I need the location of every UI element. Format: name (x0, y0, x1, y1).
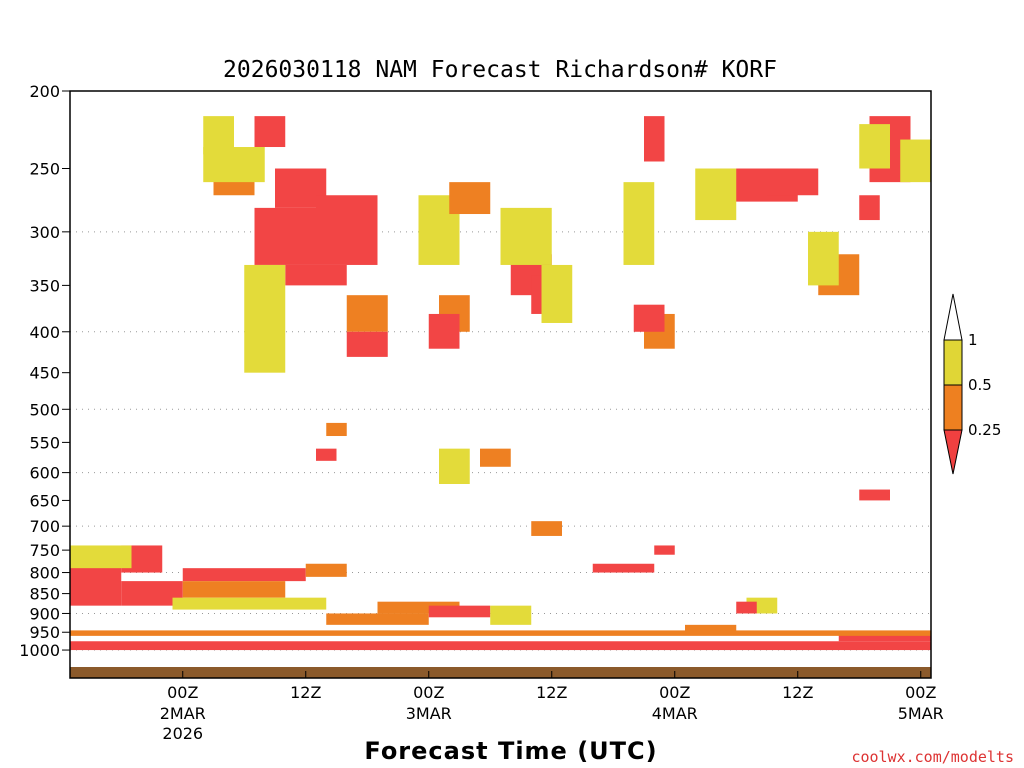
ground-surface-bar (70, 667, 931, 678)
heatmap-cell-7 (203, 116, 234, 155)
heatmap-cell-19 (644, 116, 665, 162)
y-tick-label-900: 900 (29, 604, 60, 623)
y-tick-label-600: 600 (29, 464, 60, 483)
x-tick-label-2: 00Z (413, 683, 444, 702)
x-tick-label-5: 12Z (782, 683, 813, 702)
heatmap-cell-46 (377, 601, 460, 614)
heatmap-cell-3 (285, 264, 347, 286)
heatmap-cell-45 (326, 613, 429, 625)
heatmap-cell-35 (439, 448, 470, 485)
y-tick-label-650: 650 (29, 491, 60, 510)
x-tick-label-1: 12Z (290, 683, 321, 702)
heatmap-cell-20 (623, 182, 655, 265)
y-tick-label-750: 750 (29, 541, 60, 560)
heatmap-cell-14 (428, 313, 460, 349)
heatmap-cell-36 (859, 489, 890, 501)
y-tick-label-850: 850 (29, 585, 60, 604)
chart-title: 2026030118 NAM Forecast Richardson# KORF (223, 57, 777, 83)
y-tick-label-300: 300 (29, 223, 60, 242)
heatmap-cell-33 (326, 422, 347, 437)
heatmap-cell-54 (685, 624, 737, 633)
y-tick-label-200: 200 (29, 82, 60, 101)
heatmap-cell-18 (541, 264, 573, 323)
y-tick-label-350: 350 (29, 276, 60, 295)
heatmap-cell-57 (70, 630, 931, 636)
x-tick-label-3: 12Z (536, 683, 567, 702)
x-date-label-4: 4MAR (652, 704, 698, 723)
heatmap-cell-44 (305, 563, 347, 577)
heatmap-cell-31 (900, 139, 931, 183)
y-axis: 200 250 300 350 400 450 500 550 600 650 700 750 800 8… (19, 82, 70, 660)
heatmap-cell-8 (244, 264, 286, 373)
legend-bin-1 (943, 384, 963, 431)
heatmap-cell-56 (70, 641, 931, 651)
y-tick-label-950: 950 (29, 623, 60, 642)
heatmap-cell-0 (254, 207, 316, 265)
heatmap-cell-24 (695, 168, 737, 221)
heatmap-cell-42 (182, 581, 286, 598)
x-date-label-2: 3MAR (406, 704, 452, 723)
heatmap-cell-51 (531, 521, 562, 536)
heatmap-cell-16 (500, 207, 552, 265)
y-tick-label-400: 400 (29, 323, 60, 342)
heatmap-cell-49 (654, 545, 675, 555)
heatmap-cell-50 (592, 563, 655, 573)
heatmap-cell-29 (859, 124, 890, 169)
x-date-label-6: 5MAR (898, 704, 944, 723)
legend-bin-0 (943, 339, 963, 386)
heatmap-cell-55 (838, 632, 931, 642)
x-tick-label-6: 00Z (905, 683, 936, 702)
legend-label-1: 0.5 (968, 376, 992, 394)
heatmap-cell-4 (254, 116, 286, 148)
y-tick-label-500: 500 (29, 400, 60, 419)
credit-text: coolwx.com/modelts (851, 748, 1014, 766)
heatmap-cell-41 (182, 568, 306, 582)
heatmap-cell-53 (736, 601, 757, 614)
y-tick-label-550: 550 (29, 433, 60, 452)
heatmap-cell-48 (490, 605, 532, 625)
heatmap-cell-47 (428, 605, 491, 618)
heatmap-cell-10 (346, 331, 388, 357)
heatmap-cell-27 (808, 231, 839, 286)
heatmap-cell-40 (70, 545, 132, 569)
heatmap-cell-32 (316, 448, 337, 461)
x-axis-title: Forecast Time (UTC) (364, 737, 657, 765)
x-tick-label-4: 00Z (659, 683, 690, 702)
x-tick-label-0: 00Z (167, 683, 198, 702)
y-tick-label-250: 250 (29, 160, 60, 179)
x-year-label-0: 2026 (162, 724, 203, 743)
y-tick-label-800: 800 (29, 564, 60, 583)
heatmap-cell-22 (633, 304, 665, 332)
heatmap-cell-2 (316, 195, 378, 265)
heatmap-cell-43 (172, 597, 327, 610)
heatmap-cell-37 (70, 563, 122, 606)
colorbar-legend: 1 0.5 0.25 (943, 293, 1001, 475)
heatmap-cell-34 (480, 448, 511, 467)
plot-frame (69, 90, 932, 679)
heatmap-cell-30 (859, 195, 880, 221)
y-tick-label-700: 700 (29, 517, 60, 536)
legend-label-0: 1 (968, 331, 978, 349)
y-tick-label-1000: 1000 (19, 641, 60, 660)
x-date-label-0: 2MAR (160, 704, 206, 723)
heatmap-cell-12 (449, 182, 491, 215)
legend-label-2: 0.25 (968, 421, 1001, 439)
heatmap-cell-9 (346, 295, 388, 332)
heatmap-cells (70, 116, 931, 651)
heatmap-cell-25 (767, 168, 819, 196)
y-tick-label-450: 450 (29, 364, 60, 383)
legend-bottom-triangle (943, 429, 963, 475)
